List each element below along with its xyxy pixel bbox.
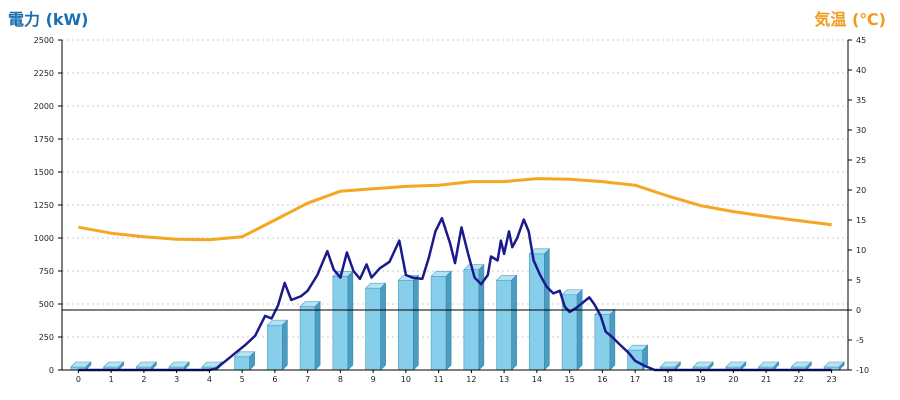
right-tick-label: 30 — [856, 126, 866, 135]
x-tick-label: 17 — [630, 375, 640, 384]
x-tick-label: 15 — [565, 375, 575, 384]
bar-front — [463, 269, 480, 371]
x-tick-label: 3 — [174, 375, 179, 384]
bar-side — [478, 263, 485, 371]
x-tick-label: 7 — [305, 375, 310, 384]
bar — [659, 361, 682, 371]
right-tick-label: 35 — [856, 96, 866, 105]
left-axis-title: 電力 (kW) — [8, 10, 89, 29]
x-tick-label: 13 — [499, 375, 509, 384]
x-tick-label: 11 — [434, 375, 444, 384]
bar-side — [413, 274, 419, 371]
bar-side — [511, 274, 517, 371]
bar — [463, 263, 485, 371]
right-tick-label: 0 — [856, 306, 861, 315]
bar-side — [249, 351, 255, 371]
bar — [725, 361, 747, 371]
x-tick-label: 19 — [696, 375, 706, 384]
bar-side — [445, 270, 452, 371]
x-tick-label: 22 — [794, 375, 804, 384]
x-tick-label: 23 — [827, 375, 837, 384]
bar-front — [365, 287, 381, 371]
x-tick-label: 1 — [109, 375, 114, 384]
bar-front — [267, 324, 283, 371]
bar-side — [544, 248, 550, 371]
bar-side — [838, 361, 845, 371]
left-tick-label: 1500 — [34, 168, 54, 177]
bar-front — [234, 356, 250, 371]
bar-side — [576, 289, 583, 371]
bar — [594, 308, 616, 371]
bar — [430, 270, 452, 371]
left-tick-label: 2000 — [34, 102, 54, 111]
right-tick-label: 25 — [856, 156, 866, 165]
right-tick-label: 10 — [856, 246, 866, 255]
tick-labels: 02505007501000125015001750200022502500-1… — [34, 36, 869, 384]
bar — [102, 361, 125, 371]
x-tick-label: 8 — [338, 375, 343, 384]
x-tick-label: 12 — [466, 375, 476, 384]
bar — [757, 361, 780, 371]
axes — [58, 39, 852, 373]
bar-side — [380, 282, 386, 371]
x-tick-label: 18 — [663, 375, 673, 384]
bar-front — [430, 275, 447, 371]
bar-side — [314, 300, 321, 371]
x-tick-label: 4 — [207, 375, 212, 384]
left-tick-label: 500 — [39, 300, 54, 309]
bar — [561, 289, 583, 371]
bar-front — [332, 275, 349, 371]
left-tick-label: 1000 — [34, 234, 54, 243]
x-tick-label: 9 — [371, 375, 376, 384]
bar — [364, 282, 387, 371]
bar — [299, 300, 321, 371]
bar-front — [496, 279, 512, 371]
bar — [233, 351, 256, 371]
left-tick-label: 1250 — [34, 201, 54, 210]
bar — [528, 248, 551, 371]
bar — [397, 274, 420, 371]
bar — [790, 361, 813, 371]
bar — [495, 274, 518, 371]
left-tick-label: 0 — [49, 366, 54, 375]
left-tick-label: 750 — [39, 267, 54, 276]
left-tick-label: 2250 — [34, 69, 54, 78]
left-tick-label: 1750 — [34, 135, 54, 144]
bar-front — [529, 253, 545, 371]
x-tick-label: 16 — [597, 375, 607, 384]
x-tick-label: 5 — [240, 375, 245, 384]
bar — [332, 270, 354, 371]
bar-front — [299, 306, 316, 371]
x-tick-label: 0 — [76, 375, 81, 384]
x-tick-label: 2 — [141, 375, 146, 384]
right-tick-label: 40 — [856, 66, 866, 75]
bar — [70, 361, 92, 371]
bar — [266, 319, 289, 371]
bar-front — [398, 279, 414, 371]
x-tick-label: 21 — [761, 375, 771, 384]
x-tick-label: 20 — [728, 375, 738, 384]
x-tick-label: 6 — [272, 375, 277, 384]
right-axis-title: 気温 (℃) — [814, 10, 886, 29]
bar-side — [282, 319, 288, 371]
right-tick-label: -5 — [856, 336, 864, 345]
left-tick-label: 250 — [39, 333, 54, 342]
right-tick-label: 15 — [856, 216, 866, 225]
bar-side — [609, 308, 616, 371]
bar-series — [70, 248, 845, 371]
right-tick-label: 20 — [856, 186, 866, 195]
left-tick-label: 2500 — [34, 36, 54, 45]
x-tick-label: 10 — [401, 375, 411, 384]
line-series — [78, 177, 832, 372]
right-tick-label: 45 — [856, 36, 866, 45]
bar-side — [347, 270, 354, 371]
power-line — [78, 216, 832, 372]
gridlines — [62, 39, 848, 338]
right-tick-label: 5 — [856, 276, 861, 285]
right-tick-label: -10 — [856, 366, 869, 375]
x-tick-label: 14 — [532, 375, 542, 384]
temperature-line — [78, 177, 832, 242]
